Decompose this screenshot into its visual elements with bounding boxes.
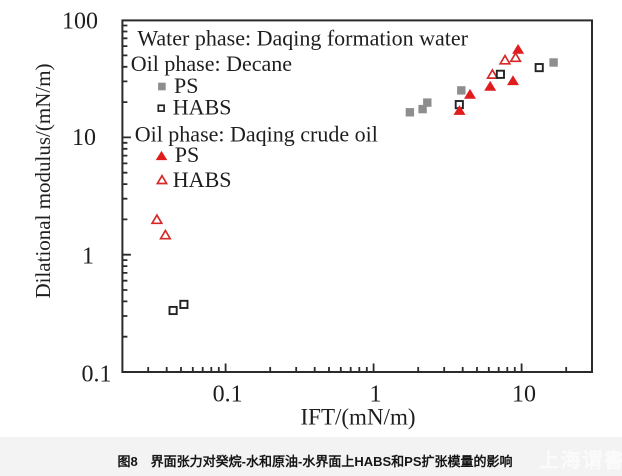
- svg-text:1: 1: [82, 243, 94, 269]
- svg-text:HABS: HABS: [173, 167, 232, 192]
- svg-text:100: 100: [62, 9, 98, 35]
- svg-text:1: 1: [370, 382, 382, 408]
- svg-text:10: 10: [512, 382, 536, 408]
- svg-text:10: 10: [72, 125, 96, 151]
- svg-text:0.1: 0.1: [213, 382, 243, 408]
- svg-text:Oil phase: Decane: Oil phase: Decane: [131, 51, 292, 76]
- svg-text:HABS: HABS: [173, 94, 232, 119]
- svg-text:IFT/(mN/m): IFT/(mN/m): [301, 405, 416, 430]
- svg-text:Water phase: Daqing formation: Water phase: Daqing formation water: [137, 25, 468, 50]
- svg-text:PS: PS: [174, 73, 198, 98]
- svg-text:PS: PS: [175, 142, 199, 167]
- svg-text:Oil phase: Daqing crude oil: Oil phase: Daqing crude oil: [135, 121, 378, 146]
- svg-text:0.1: 0.1: [82, 361, 112, 387]
- svg-text:Dilational modulus/(mN/m): Dilational modulus/(mN/m): [31, 63, 55, 298]
